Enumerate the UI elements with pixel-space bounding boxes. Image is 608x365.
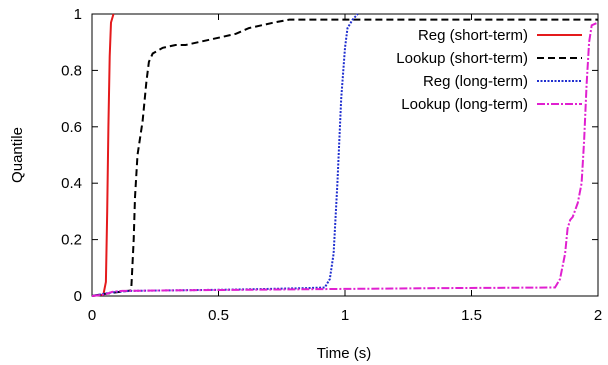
x-tick-label: 2 <box>594 307 602 324</box>
legend-label-reg-long-term: Reg (long-term) <box>423 73 528 90</box>
plot-series <box>91 13 599 297</box>
series-line-lookup-short-term <box>91 18 598 297</box>
y-tick-label: 0.2 <box>61 232 82 249</box>
y-axis-title: Quantile <box>9 127 26 183</box>
series-line-lookup-long-term <box>91 21 599 297</box>
y-tick-label: 1 <box>74 6 82 23</box>
x-tick-label: 0.5 <box>208 307 229 324</box>
y-tick-label: 0 <box>74 288 82 305</box>
x-tick-label: 0 <box>88 307 96 324</box>
y-tick-label: 0.4 <box>61 175 82 192</box>
legend-label-reg-short-term: Reg (short-term) <box>418 27 528 44</box>
axes: 0 0.5 1 1.5 2 0 0.2 0.4 0.6 0.8 1 <box>61 6 602 324</box>
series-line-reg-long-term <box>91 13 359 297</box>
x-tick-label: 1.5 <box>461 307 482 324</box>
legend-label-lookup-long-term: Lookup (long-term) <box>401 96 528 113</box>
series-line-reg-short-term <box>91 13 115 297</box>
y-tick-label: 0.6 <box>61 119 82 136</box>
y-tick-label: 0.8 <box>61 62 82 79</box>
x-tick-label: 1 <box>341 307 349 324</box>
legend-label-lookup-short-term: Lookup (short-term) <box>396 50 528 67</box>
legend: Reg (short-term) Lookup (short-term) Reg (… <box>396 27 582 113</box>
x-axis-title: Time (s) <box>317 345 371 362</box>
